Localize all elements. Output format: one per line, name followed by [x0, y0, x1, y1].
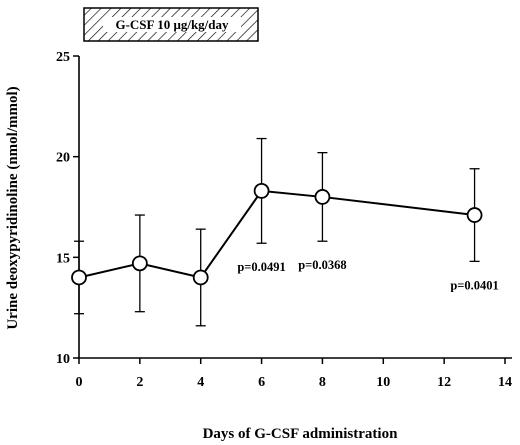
data-point: [314, 189, 331, 205]
x-ticks: 0 2 4 6 8 10 12 14: [76, 358, 512, 390]
x-tick-label: 10: [376, 375, 390, 390]
data-point: [192, 269, 209, 286]
x-tick-label: 0: [76, 375, 83, 390]
y-tick-label: 10: [56, 352, 70, 367]
banner-label: G-CSF 10 μg/kg/day: [115, 17, 229, 32]
p-value-label: p=0.0401: [450, 278, 498, 292]
y-tick-label: 25: [56, 50, 70, 65]
y-tick-label: 20: [56, 151, 70, 166]
axes: 0 2 4 6 8 10 12 14 10 15 20 25: [56, 50, 512, 390]
plot-area: [71, 137, 483, 327]
p-value-label: p=0.0491: [237, 260, 285, 274]
treatment-banner: G-CSF 10 μg/kg/day: [83, 7, 259, 42]
data-point: [131, 255, 148, 272]
x-tick-label: 14: [498, 375, 512, 390]
p-value-label: p=0.0368: [298, 258, 346, 272]
annotations: p=0.0491 p=0.0368 p=0.0401: [237, 258, 498, 292]
x-axis-title: Days of G-CSF administration: [203, 426, 399, 442]
x-tick-label: 6: [258, 375, 265, 390]
y-ticks: 10 15 20 25: [56, 50, 79, 367]
x-tick-label: 8: [319, 375, 326, 390]
x-tick-label: 4: [197, 375, 204, 390]
data-point: [71, 269, 87, 286]
x-tick-label: 12: [437, 375, 451, 390]
x-tick-label: 2: [136, 375, 143, 390]
y-axis-title: Urine deoxypyridinoline (nmol/mmol): [5, 86, 21, 329]
series-line: [78, 189, 475, 279]
data-point: [466, 207, 483, 223]
banner-label-bg: [103, 17, 241, 32]
y-tick-label: 15: [56, 251, 70, 266]
data-point: [253, 182, 270, 199]
